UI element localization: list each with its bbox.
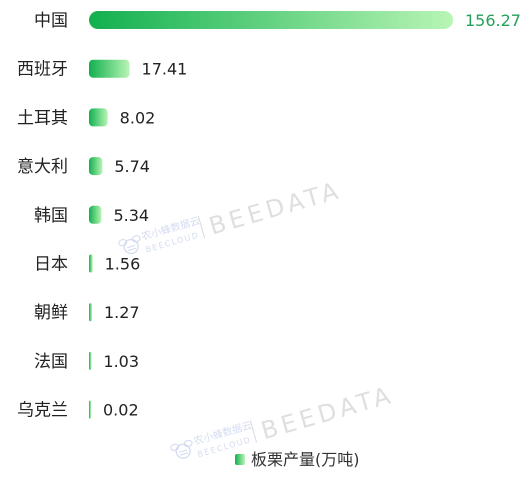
legend-label: 板栗产量(万吨) [251, 450, 360, 469]
bar [89, 351, 92, 370]
bar [89, 108, 108, 127]
category-label: 中国 [34, 11, 68, 31]
legend-swatch [235, 454, 245, 465]
category-label: 日本 [34, 255, 68, 275]
bar [89, 157, 103, 176]
category-label: 意大利 [17, 157, 68, 177]
category-label: 法国 [34, 352, 68, 372]
category-label: 乌克兰 [17, 401, 68, 421]
value-label: 156.27 [465, 11, 521, 30]
bar [89, 11, 453, 29]
value-label: 5.34 [113, 206, 149, 225]
bar [89, 254, 93, 273]
value-label: 17.41 [142, 60, 188, 79]
value-label: 1.56 [105, 255, 141, 274]
value-label: 0.02 [103, 401, 139, 420]
watermark-brand: BEEDATA [258, 381, 397, 446]
category-label: 土耳其 [17, 108, 68, 128]
value-label: 1.03 [103, 352, 139, 371]
bar [89, 400, 91, 419]
value-label: 1.27 [104, 303, 140, 322]
bar [89, 59, 130, 78]
watermark-brand: BEEDATA [206, 176, 345, 241]
legend: 板栗产量(万吨) [235, 450, 360, 469]
bar [89, 303, 92, 322]
category-label: 韩国 [34, 206, 68, 226]
category-label: 朝鲜 [34, 303, 68, 323]
value-label: 8.02 [120, 108, 156, 127]
watermark: 农小蜂数据云 BEECLOUD BEEDATA [118, 176, 345, 254]
value-label: 5.74 [114, 157, 150, 176]
bars-layer: 中国 156.27 西班牙 17.41 土耳其 8.02 意大利 5.74 韩国 5.34 日本 1.… [17, 11, 521, 421]
category-label: 西班牙 [17, 60, 68, 80]
bar [89, 205, 102, 224]
